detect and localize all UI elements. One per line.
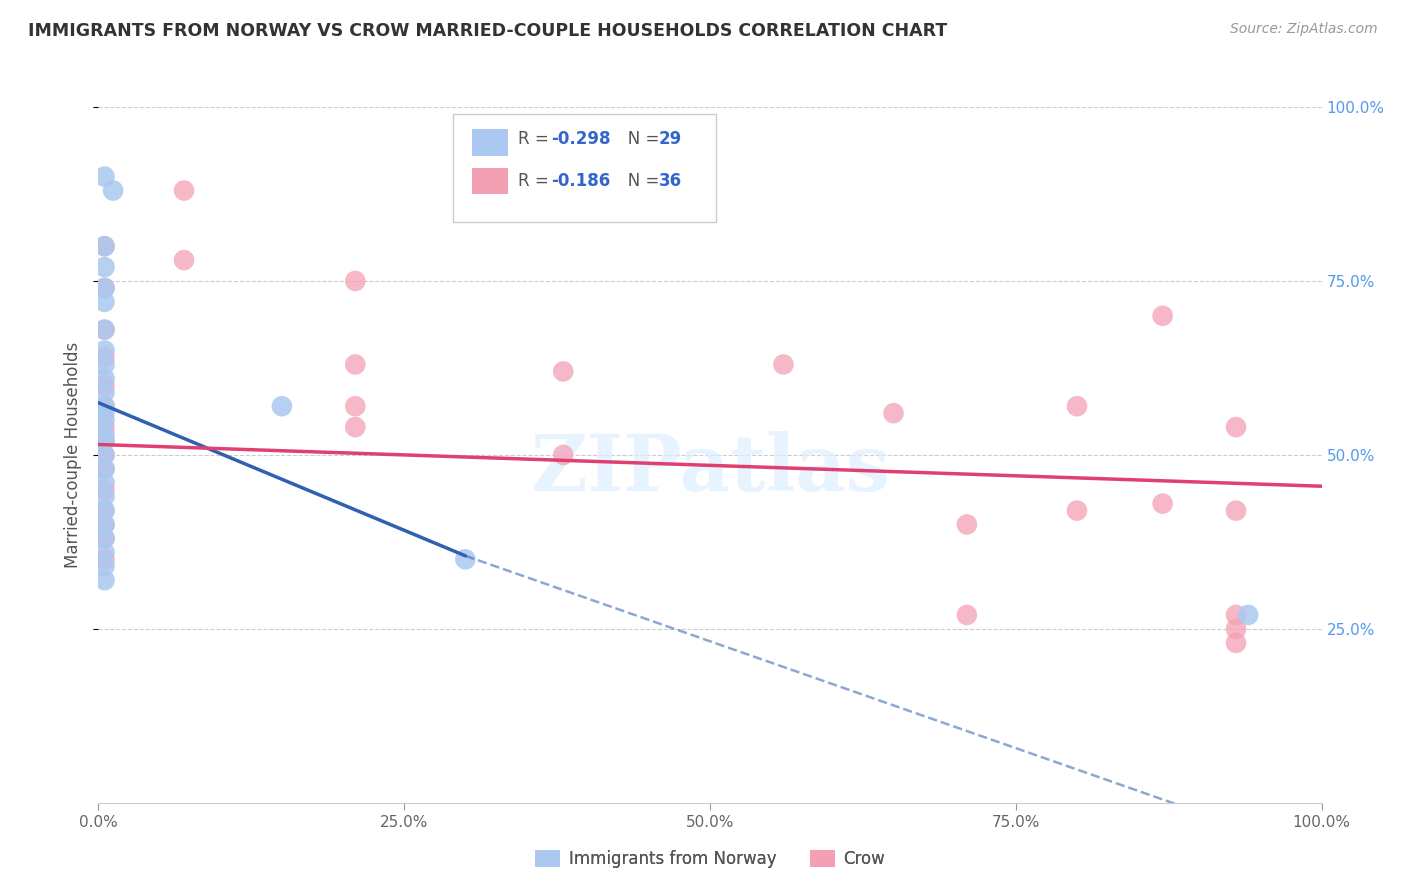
Point	[1152, 309, 1174, 323]
Point	[1066, 399, 1088, 413]
Point	[93, 503, 115, 517]
Point	[93, 545, 115, 559]
Point	[93, 434, 115, 448]
Text: N =: N =	[612, 130, 665, 148]
Point	[344, 274, 367, 288]
Text: 29: 29	[658, 130, 682, 148]
Text: Source: ZipAtlas.com: Source: ZipAtlas.com	[1230, 22, 1378, 37]
Point	[93, 434, 115, 448]
Point	[93, 448, 115, 462]
FancyBboxPatch shape	[471, 129, 508, 156]
Point	[173, 184, 195, 198]
Point	[93, 323, 115, 337]
Point	[1225, 607, 1247, 622]
Point	[1225, 503, 1247, 517]
Point	[93, 281, 115, 295]
Point	[93, 239, 115, 253]
Point	[93, 475, 115, 490]
Point	[93, 427, 115, 442]
Point	[1225, 622, 1247, 636]
Point	[93, 294, 115, 309]
Point	[173, 253, 195, 268]
Point	[883, 406, 905, 420]
Point	[1225, 420, 1247, 434]
Point	[101, 184, 124, 198]
Point	[93, 559, 115, 574]
Point	[93, 399, 115, 413]
Point	[553, 448, 575, 462]
Point	[344, 420, 367, 434]
Point	[93, 573, 115, 587]
Point	[93, 239, 115, 253]
Point	[1237, 607, 1260, 622]
Point	[93, 358, 115, 372]
Text: -0.186: -0.186	[551, 172, 610, 190]
Point	[454, 552, 477, 566]
Text: IMMIGRANTS FROM NORWAY VS CROW MARRIED-COUPLE HOUSEHOLDS CORRELATION CHART: IMMIGRANTS FROM NORWAY VS CROW MARRIED-C…	[28, 22, 948, 40]
Point	[93, 351, 115, 365]
Point	[93, 517, 115, 532]
Point	[93, 420, 115, 434]
Point	[93, 385, 115, 400]
Text: ZIPatlas: ZIPatlas	[530, 431, 890, 507]
Text: R =: R =	[517, 172, 554, 190]
Point	[553, 364, 575, 378]
Y-axis label: Married-couple Households: Married-couple Households	[65, 342, 83, 568]
Point	[93, 517, 115, 532]
Point	[93, 483, 115, 497]
Point	[93, 169, 115, 184]
Point	[956, 607, 979, 622]
Legend: Immigrants from Norway, Crow: Immigrants from Norway, Crow	[529, 843, 891, 874]
Point	[344, 399, 367, 413]
Point	[93, 462, 115, 476]
Point	[93, 532, 115, 546]
Point	[93, 343, 115, 358]
FancyBboxPatch shape	[471, 168, 508, 194]
Point	[93, 323, 115, 337]
Point	[93, 399, 115, 413]
Point	[1066, 503, 1088, 517]
Point	[93, 503, 115, 517]
Text: N =: N =	[612, 172, 665, 190]
Point	[956, 517, 979, 532]
Point	[1152, 497, 1174, 511]
Point	[93, 462, 115, 476]
Text: R =: R =	[517, 130, 554, 148]
Text: 36: 36	[658, 172, 682, 190]
Point	[270, 399, 294, 413]
Point	[93, 490, 115, 504]
Point	[344, 358, 367, 372]
Point	[1225, 636, 1247, 650]
Point	[93, 552, 115, 566]
Point	[93, 371, 115, 385]
Point	[772, 358, 794, 372]
Point	[93, 413, 115, 427]
Point	[93, 448, 115, 462]
Text: -0.298: -0.298	[551, 130, 610, 148]
Point	[93, 281, 115, 295]
Point	[93, 406, 115, 420]
FancyBboxPatch shape	[453, 114, 716, 222]
Point	[93, 378, 115, 392]
Point	[93, 532, 115, 546]
Point	[93, 260, 115, 274]
